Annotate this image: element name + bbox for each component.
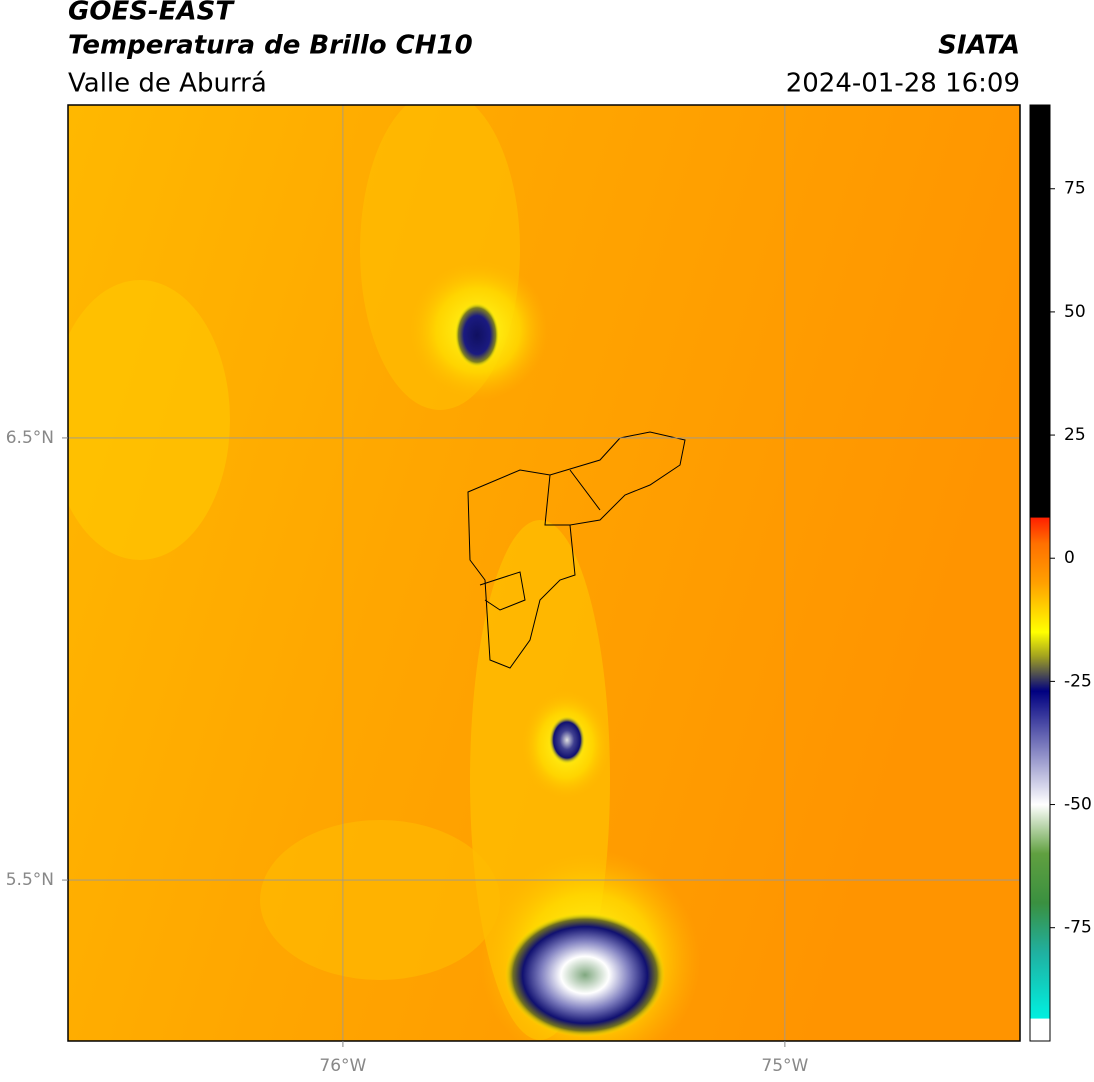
subtitle: Temperatura de Brillo CH10 (68, 31, 473, 61)
timestamp: 2024-01-28 16:09 (786, 69, 1020, 99)
graticule (68, 105, 1020, 1041)
map-frame (67, 104, 1021, 1042)
title: GOES-EAST (68, 0, 235, 27)
colorbar-tick-label: -50 (1064, 795, 1092, 815)
colorbar-tick-label: 25 (1064, 425, 1086, 445)
colorbar-tick-label: -75 (1064, 918, 1092, 938)
colorbar-tick-label: 0 (1064, 548, 1075, 568)
colorbar-tick-label: -25 (1064, 671, 1092, 691)
x-tick-label: 75°W (761, 1056, 808, 1076)
municipal-boundaries (467, 431, 686, 669)
colorbar-tick-label: 50 (1064, 302, 1086, 322)
x-tick-label: 76°W (319, 1056, 366, 1076)
colorbar (1029, 104, 1051, 1042)
brightness-field (68, 105, 1020, 1041)
colorbar-tick-label: 75 (1064, 179, 1086, 199)
y-tick-label: 5.5°N (6, 870, 54, 890)
source: SIATA (938, 31, 1020, 61)
y-tick-label: 6.5°N (6, 428, 54, 448)
region: Valle de Aburrá (68, 69, 267, 99)
